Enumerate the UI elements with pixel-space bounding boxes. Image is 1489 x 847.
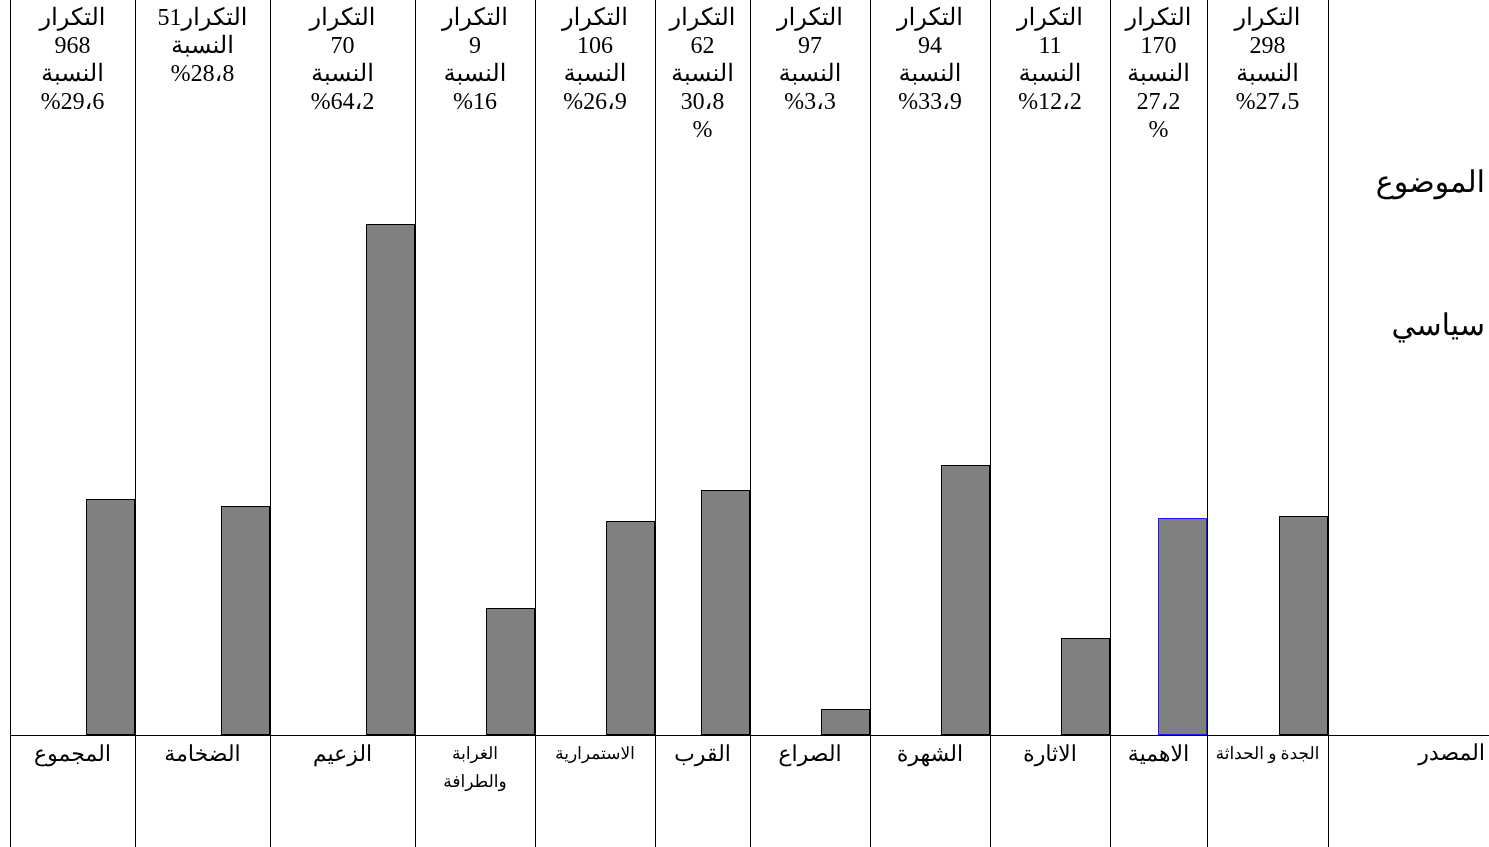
- bar: [701, 489, 750, 735]
- frequency-word: التكرار: [669, 5, 736, 31]
- percent-word: النسبة: [898, 61, 962, 87]
- frequency-row: التكرار51: [139, 4, 266, 32]
- percent-label: 30،8 %: [680, 89, 725, 143]
- cell-text: التكرار 97 النسبة %3،3: [754, 4, 866, 116]
- bar: [1279, 516, 1328, 735]
- frequency-word: التكرار: [442, 5, 508, 31]
- percent-word: النسبة: [443, 61, 507, 87]
- column-line: [535, 0, 536, 847]
- percent-word: النسبة: [671, 61, 734, 87]
- percent-label: 27،2 %: [1136, 89, 1181, 143]
- category-label: الزعيم: [312, 741, 373, 766]
- percent-label: %26،9: [563, 89, 627, 115]
- column-line: [1207, 0, 1208, 847]
- cell-text: التكرار 968 النسبة %29،6: [14, 4, 131, 116]
- subject-word: الموضوع: [1375, 166, 1485, 199]
- bar: [221, 505, 270, 735]
- percent-word: النسبة: [171, 33, 234, 59]
- frequency: 106: [577, 33, 613, 59]
- category-label: القرب: [674, 741, 731, 766]
- percent-label: %29،6: [40, 89, 105, 115]
- bar: [821, 708, 870, 735]
- frequency-word: التكرار: [39, 5, 106, 31]
- cell-text: التكرار 11 النسبة %12،2: [994, 4, 1106, 116]
- column-line: [750, 0, 751, 847]
- frequency: 968: [54, 33, 91, 59]
- percent-label: %27،5: [1235, 89, 1300, 115]
- column-line: [870, 0, 871, 847]
- bar: [86, 499, 135, 735]
- frequency: 51: [157, 5, 182, 31]
- frequency-word: التكرار: [1234, 5, 1301, 31]
- cell-text: التكرار 106 النسبة %26،9: [539, 4, 651, 116]
- percent-word: النسبة: [1236, 61, 1299, 87]
- frequency-word: التكرار: [777, 5, 843, 31]
- category-label: الصراع: [778, 741, 842, 766]
- frequency-word: التكرار: [562, 5, 628, 31]
- row-line: [10, 735, 1489, 736]
- percent-word: النسبة: [311, 61, 374, 87]
- percent-label: %12،2: [1018, 89, 1082, 115]
- frequency: 170: [1140, 33, 1177, 59]
- percent-label: %28،8: [170, 61, 235, 87]
- percent-label: %33،9: [898, 89, 962, 115]
- category-label: الضخامة: [164, 741, 241, 766]
- percent-label: %64،2: [310, 89, 375, 115]
- percent-word: النسبة: [563, 61, 627, 87]
- frequency: 70: [330, 33, 355, 59]
- frequency-word: التكرار: [181, 5, 248, 31]
- frequency-word: التكرار: [1017, 5, 1083, 31]
- column-line: [135, 0, 136, 847]
- frequency-word: التكرار: [1125, 5, 1192, 31]
- category-label: الاستمرارية: [555, 744, 635, 763]
- cell-text: التكرار 70 النسبة %64،2: [274, 4, 411, 116]
- frequency: 97: [798, 33, 822, 59]
- category-label: الشهرة: [896, 741, 964, 766]
- cell-text: التكرار 62 النسبة 30،8 %: [659, 4, 746, 144]
- percent-word: النسبة: [41, 61, 104, 87]
- column-line: [270, 0, 271, 847]
- category-label: الجدة و الحداثة: [1215, 744, 1320, 763]
- category-label: الاثارة: [1023, 741, 1077, 766]
- category-label: الاهمية: [1127, 741, 1190, 766]
- frequency-word: التكرار: [897, 5, 963, 31]
- frequency: 9: [469, 33, 481, 59]
- bar: [366, 223, 415, 735]
- cell-text: التكرار 170 النسبة 27،2 %: [1114, 4, 1203, 144]
- column-line: [655, 0, 656, 847]
- category-label: الغرابة والطرافة: [443, 744, 507, 791]
- percent-word: النسبة: [1018, 61, 1082, 87]
- percent-label: %3،3: [784, 89, 836, 115]
- bar: [1158, 518, 1207, 735]
- cell-text: التكرار 94 النسبة %33،9: [874, 4, 986, 116]
- cell-text: التكرار51 النسبة %28،8: [139, 4, 266, 88]
- bar: [1061, 637, 1110, 735]
- cell-text: التكرار 9 النسبة %16: [419, 4, 531, 116]
- column-line: [10, 0, 11, 847]
- bar: [486, 607, 535, 735]
- frequency: 11: [1038, 33, 1062, 59]
- source-word: المصدر: [1418, 740, 1485, 765]
- column-line: [415, 0, 416, 847]
- column-line: [1328, 0, 1329, 847]
- frequency: 298: [1249, 33, 1286, 59]
- subject: سياسي: [1391, 309, 1485, 342]
- percent-word: النسبة: [1127, 61, 1190, 87]
- category-label: المجموع: [34, 741, 111, 766]
- cell-text: التكرار 298 النسبة %27،5: [1211, 4, 1324, 116]
- frequency: 94: [918, 33, 942, 59]
- percent-word: النسبة: [778, 61, 842, 87]
- column-line: [1110, 0, 1111, 847]
- frequency-word: التكرار: [309, 5, 376, 31]
- bar: [606, 520, 655, 735]
- column-line: [990, 0, 991, 847]
- bar: [941, 465, 990, 735]
- frequency: 62: [690, 33, 715, 59]
- percent-label: %16: [453, 89, 497, 115]
